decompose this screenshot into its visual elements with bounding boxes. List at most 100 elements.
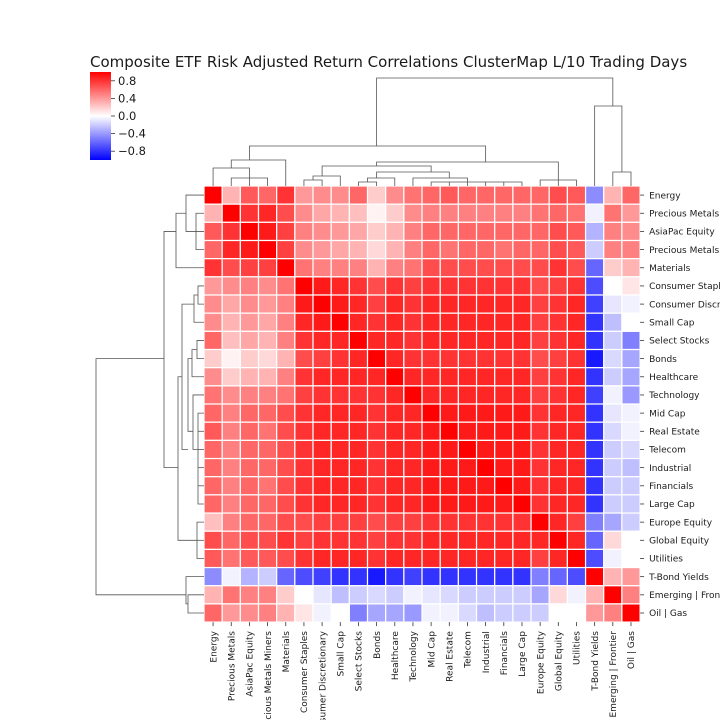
heatmap-cell xyxy=(603,276,623,296)
heatmap-cell xyxy=(312,476,332,496)
column-dendrogram-branch xyxy=(376,77,614,146)
heatmap-cell xyxy=(584,276,605,296)
heatmap-cell xyxy=(603,530,623,550)
heatmap-cell xyxy=(294,530,314,550)
col-label: Europe Equity xyxy=(536,630,546,694)
heatmap-cell xyxy=(294,330,314,351)
heatmap-cell xyxy=(403,476,423,496)
column-dendrogram-branch xyxy=(376,161,559,180)
heatmap-cell xyxy=(239,385,260,405)
heatmap-cell xyxy=(257,258,278,278)
row-dendrogram-branch xyxy=(95,358,186,596)
heatmap-cell xyxy=(239,348,260,369)
row-dendrogram-branch xyxy=(185,576,204,605)
heatmap-cell xyxy=(566,239,587,260)
heatmap-cell xyxy=(494,312,514,332)
heatmap-cell xyxy=(603,330,623,351)
heatmap-cell xyxy=(603,221,623,242)
heatmap-cell xyxy=(548,585,568,605)
heatmap-cell xyxy=(403,603,423,623)
heatmap-cell xyxy=(439,185,459,205)
heatmap-cell xyxy=(294,348,314,369)
heatmap-cell xyxy=(257,367,278,387)
row-label: Europe Equity xyxy=(649,518,713,528)
heatmap-cell xyxy=(403,348,423,369)
heatmap-cell xyxy=(603,294,623,314)
heatmap-cell xyxy=(457,457,478,478)
heatmap-cell xyxy=(421,385,441,405)
heatmap-cell xyxy=(312,185,332,205)
heatmap-cell xyxy=(312,276,332,296)
heatmap-cell xyxy=(294,367,314,387)
heatmap-cell xyxy=(239,476,260,496)
heatmap-cell xyxy=(421,367,441,387)
heatmap-cell xyxy=(239,457,260,478)
heatmap-cell xyxy=(530,258,550,278)
heatmap-cell xyxy=(257,185,278,205)
heatmap-cell xyxy=(548,603,568,623)
row-label: Healthcare xyxy=(649,373,699,383)
heatmap-cell xyxy=(276,530,296,550)
heatmap-cell xyxy=(203,566,223,587)
heatmap-cell xyxy=(366,276,387,296)
heatmap-cell xyxy=(512,603,532,623)
heatmap-cell xyxy=(548,512,568,532)
row-labels: Energy Precious Metals AsiaPac Equity Preci… xyxy=(640,191,720,619)
heatmap-cell xyxy=(475,585,496,605)
col-label: Select Stocks xyxy=(355,631,365,692)
heatmap-cell xyxy=(312,494,332,514)
heatmap-cell xyxy=(348,457,369,478)
heatmap-cell xyxy=(603,385,623,405)
row-label: Mid Cap xyxy=(649,409,686,419)
heatmap-cell xyxy=(330,239,350,260)
heatmap-cell xyxy=(330,348,350,369)
row-label: Industrial xyxy=(649,464,691,474)
heatmap-cell xyxy=(203,185,223,205)
heatmap-cell xyxy=(294,476,314,496)
heatmap-cell xyxy=(276,258,296,278)
heatmap-cell xyxy=(385,457,405,478)
heatmap-cell xyxy=(312,403,332,423)
heatmap-cell xyxy=(439,239,459,260)
chart-title: Composite ETF Risk Adjusted Return Corre… xyxy=(90,53,687,71)
heatmap-cell xyxy=(457,203,478,223)
heatmap-cell xyxy=(566,276,587,296)
heatmap-cell xyxy=(348,530,369,550)
heatmap-cell xyxy=(257,312,278,332)
col-label: Precious Metals xyxy=(227,631,237,701)
heatmap-cell xyxy=(621,330,641,351)
heatmap-cell xyxy=(366,585,387,605)
heatmap-cell xyxy=(312,367,332,387)
heatmap-cell xyxy=(439,512,459,532)
heatmap-cell xyxy=(385,566,405,587)
row-dendrogram-branch xyxy=(197,285,204,305)
heatmap-cell xyxy=(203,494,223,514)
heatmap-cell xyxy=(512,566,532,587)
heatmap-cell xyxy=(403,312,423,332)
heatmap-cell xyxy=(584,185,605,205)
heatmap-cell xyxy=(494,566,514,587)
heatmap-cell xyxy=(621,276,641,296)
col-label: Precious Metals Miners xyxy=(264,631,274,720)
heatmap-cell xyxy=(348,566,369,587)
heatmap-cell xyxy=(475,548,496,569)
heatmap-cell xyxy=(203,476,223,496)
heatmap-cell xyxy=(312,239,332,260)
heatmap-cell xyxy=(348,221,369,242)
heatmap-cell xyxy=(312,566,332,587)
heatmap-cell xyxy=(203,312,223,332)
heatmap-cell xyxy=(439,385,459,405)
heatmap-cell xyxy=(584,203,605,223)
heatmap-cell xyxy=(276,512,296,532)
heatmap-cell xyxy=(457,294,478,314)
heatmap-cell xyxy=(348,476,369,496)
heatmap-cell xyxy=(548,330,568,351)
heatmap-cell xyxy=(621,476,641,496)
heatmap-cell xyxy=(548,385,568,405)
heatmap-cell xyxy=(403,512,423,532)
heatmap-cell xyxy=(621,239,641,260)
heatmap-cell xyxy=(366,185,387,205)
heatmap-cell xyxy=(203,258,223,278)
heatmap-cell xyxy=(239,530,260,550)
row-label: AsiaPac Equity xyxy=(649,228,715,238)
